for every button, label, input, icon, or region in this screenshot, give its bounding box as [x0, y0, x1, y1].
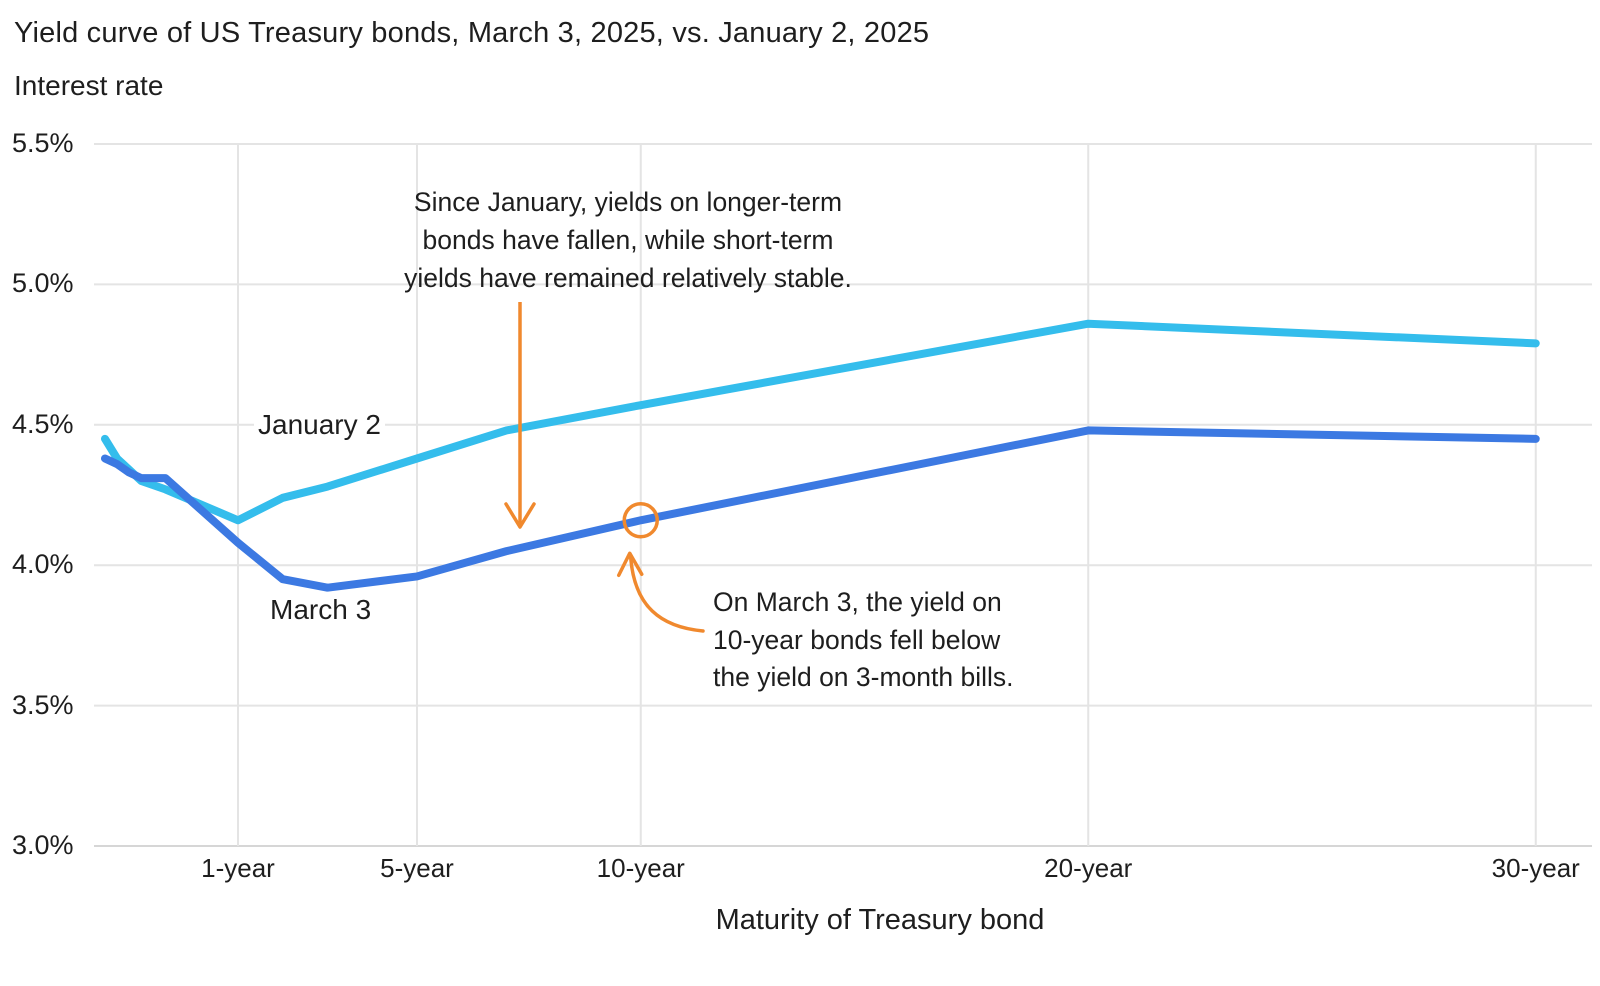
annotation-arrow-curved — [629, 556, 705, 633]
annotation-10-year-inversion: On March 3, the yield on 10-year bonds f… — [713, 584, 1014, 697]
y-tick-label: 5.0% — [12, 268, 74, 299]
y-tick-label: 4.5% — [12, 408, 74, 439]
x-axis-title: Maturity of Treasury bond — [715, 904, 1045, 936]
annotation-line: 10-year bonds fell below — [713, 624, 1001, 655]
chart-title: Yield curve of US Treasury bonds, March … — [14, 17, 930, 49]
march-3-line — [101, 426, 1540, 592]
annotation-line: bonds have fallen, while short-term — [422, 225, 834, 255]
x-tick-label: 30-year — [1491, 853, 1580, 883]
y-tick-label: 5.5% — [12, 127, 74, 158]
y-tick-label: 4.0% — [12, 549, 74, 580]
x-tick-label: 20-year — [1044, 853, 1133, 883]
y-tick-label: 3.0% — [12, 829, 74, 860]
x-tick-label: 5-year — [380, 853, 454, 883]
annotation-line: On March 3, the yield on — [713, 587, 1002, 617]
annotation-line: the yield on 3-month bills. — [713, 662, 1014, 692]
series-label-january: January 2 — [254, 409, 385, 441]
x-tick-label: 10-year — [596, 853, 685, 883]
arrow-down-head-icon — [504, 502, 536, 529]
series-label-march: March 3 — [270, 594, 372, 625]
highlight-circle — [622, 502, 659, 539]
annotation-long-term-yields: Since January, yields on longer-term bon… — [328, 183, 928, 297]
annotation-line: yields have remained relatively stable. — [404, 263, 852, 293]
y-tick-label: 3.5% — [12, 689, 74, 720]
y-axis-title: Interest rate — [14, 70, 164, 101]
x-tick-label: 1-year — [201, 853, 275, 883]
arrow-curved-head-icon — [617, 551, 644, 578]
annotation-line: Since January, yields on longer-term — [413, 187, 843, 217]
